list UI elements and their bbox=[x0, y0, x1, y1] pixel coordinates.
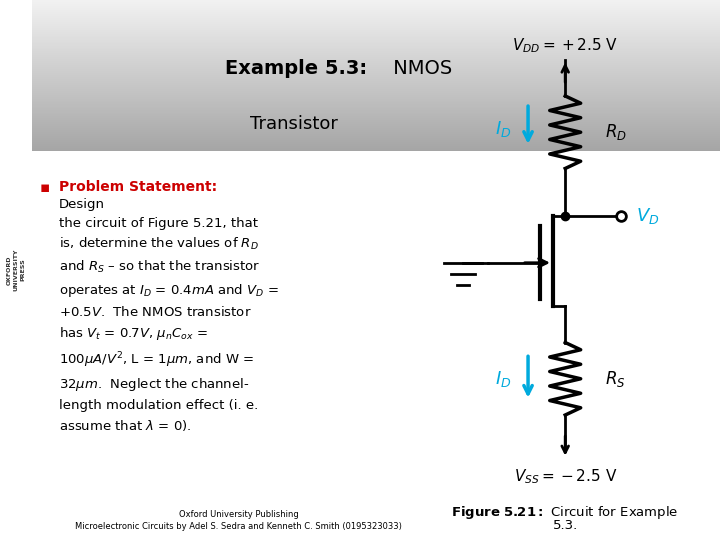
Text: 5.3.: 5.3. bbox=[552, 519, 578, 532]
Text: $V_{DD} = +2.5\ \mathrm{V}$: $V_{DD} = +2.5\ \mathrm{V}$ bbox=[512, 36, 618, 55]
Text: $V_D$: $V_D$ bbox=[636, 206, 660, 226]
Text: $\mathbf{Figure\ 5.21:}$ Circuit for Example: $\mathbf{Figure\ 5.21:}$ Circuit for Exa… bbox=[451, 504, 679, 522]
Text: $I_D$: $I_D$ bbox=[495, 369, 511, 389]
Text: Example 5.3:: Example 5.3: bbox=[225, 58, 367, 78]
Text: Oxford University Publishing
Microelectronic Circuits by Adel S. Sedra and Kenne: Oxford University Publishing Microelectr… bbox=[76, 510, 402, 531]
Text: $I_D$: $I_D$ bbox=[495, 119, 511, 139]
Text: Transistor: Transistor bbox=[250, 115, 338, 133]
Text: ▪: ▪ bbox=[40, 180, 50, 195]
Text: OXFORD
UNIVERSITY
PRESS: OXFORD UNIVERSITY PRESS bbox=[6, 249, 26, 291]
Text: $R_S$: $R_S$ bbox=[606, 369, 626, 389]
Text: $R_D$: $R_D$ bbox=[606, 122, 627, 142]
Text: Problem Statement:: Problem Statement: bbox=[58, 180, 217, 194]
Text: $V_{SS} = -2.5\ \mathrm{V}$: $V_{SS} = -2.5\ \mathrm{V}$ bbox=[513, 467, 617, 486]
Text: Design
the circuit of Figure 5.21, that
is, determine the values of $R_D$
and $R: Design the circuit of Figure 5.21, that … bbox=[58, 198, 279, 433]
Text: NMOS: NMOS bbox=[387, 58, 451, 78]
